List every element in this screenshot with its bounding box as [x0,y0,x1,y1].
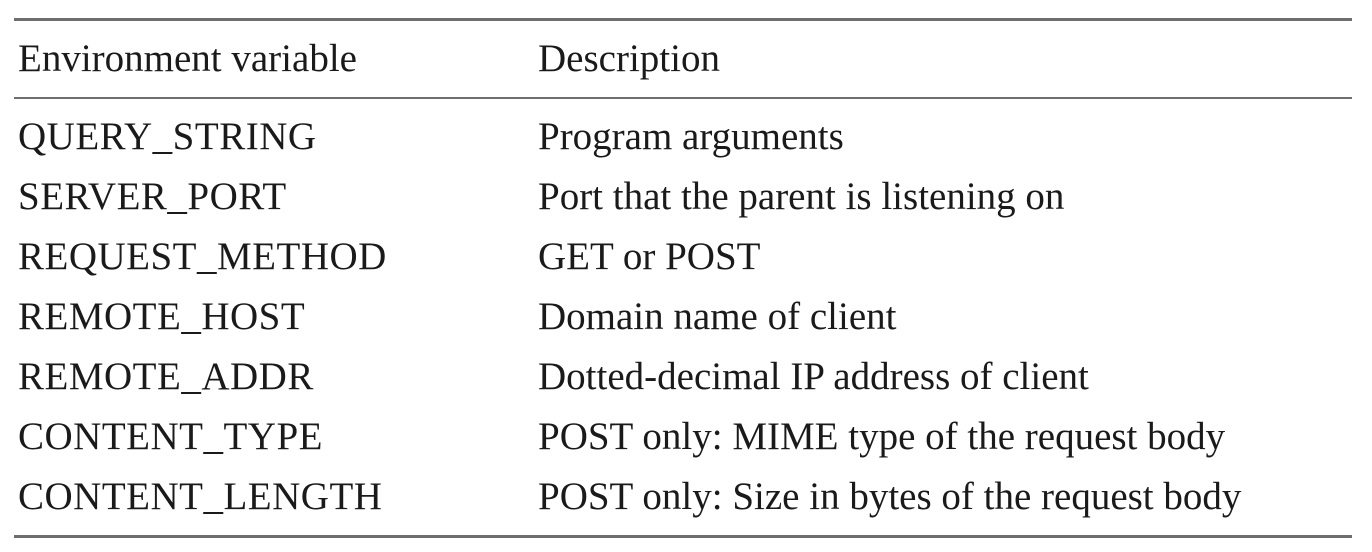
variable-cell: REQUEST_METHOD [18,235,387,278]
table-row: REMOTE_HOST Domain name of client [14,287,1352,347]
table-row: QUERY_STRING Program arguments [14,99,1352,167]
column-header-description: Description [538,37,720,80]
table-row: SERVER_PORT Port that the parent is list… [14,167,1352,227]
variable-cell: SERVER_PORT [18,175,287,218]
bottom-rule [14,535,1352,538]
header-rule [14,97,1352,99]
variable-cell: CONTENT_TYPE [18,415,323,458]
top-rule [14,18,1352,21]
description-cell: GET or POST [538,235,761,278]
header-row: Environment variable Description [14,21,1352,97]
table-row: REQUEST_METHOD GET or POST [14,227,1352,287]
description-cell: Program arguments [538,115,844,158]
variable-cell: QUERY_STRING [18,115,317,158]
column-header-variable: Environment variable [18,37,357,80]
description-cell: Port that the parent is listening on [538,175,1065,218]
description-cell: POST only: MIME type of the request body [538,415,1226,458]
description-cell: Domain name of client [538,295,897,338]
table: Environment variable Description [14,21,1352,97]
variable-cell: REMOTE_HOST [18,295,306,338]
table-row: CONTENT_LENGTH POST only: Size in bytes … [14,467,1352,535]
description-cell: Dotted-decimal IP address of client [538,355,1089,398]
description-cell: POST only: Size in bytes of the request … [538,475,1242,518]
table-row: CONTENT_TYPE POST only: MIME type of the… [14,407,1352,467]
variable-cell: CONTENT_LENGTH [18,475,383,518]
table-body-wrap: QUERY_STRING Program arguments SERVER_PO… [14,99,1352,535]
table-row: REMOTE_ADDR Dotted-decimal IP address of… [14,347,1352,407]
table-body: QUERY_STRING Program arguments SERVER_PO… [14,99,1352,535]
variable-cell: REMOTE_ADDR [18,355,314,398]
env-variable-table: Environment variable Description QUERY_S… [14,18,1352,538]
table-header: Environment variable Description [14,21,1352,97]
